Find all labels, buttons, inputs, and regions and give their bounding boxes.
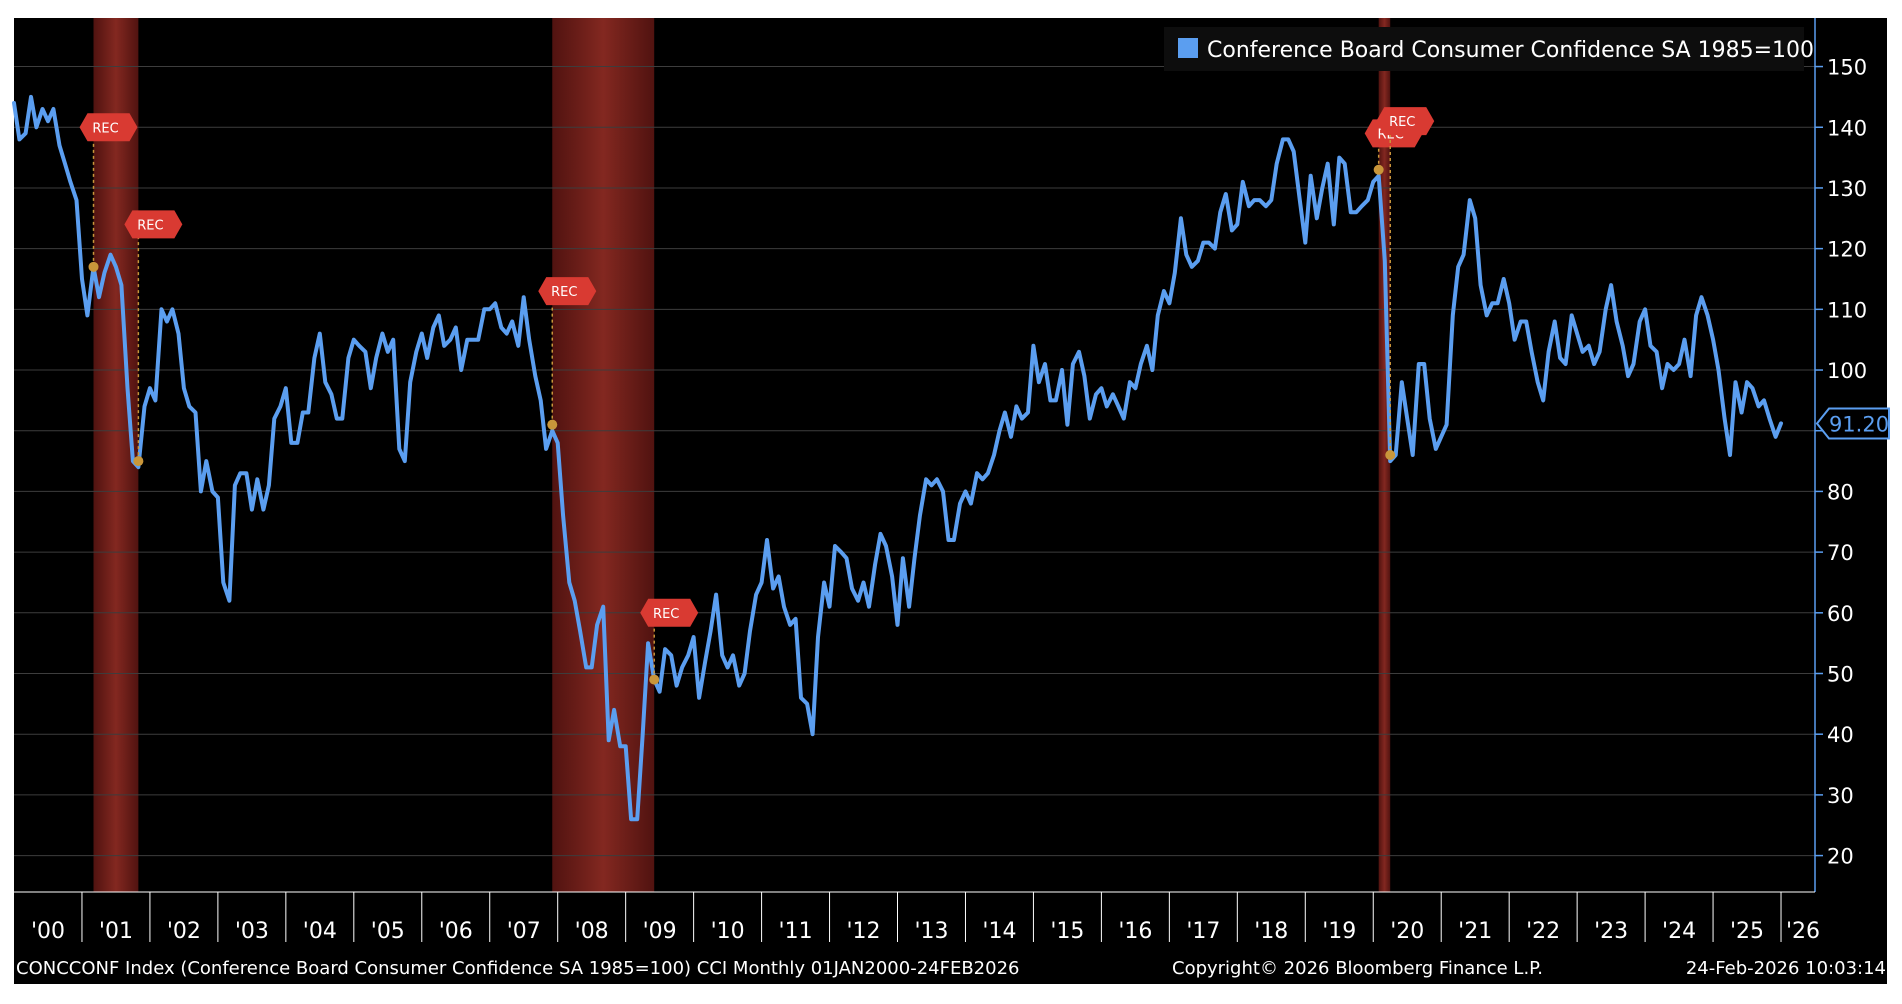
y-tick-label: 150 [1827, 56, 1867, 80]
x-tick-label: '22 [1526, 919, 1560, 944]
rec-marker-label: REC [137, 218, 163, 233]
x-tick-label: '17 [1186, 919, 1220, 944]
rec-marker-1 [124, 210, 183, 239]
x-tick-label: '20 [1390, 919, 1424, 944]
x-tick-label: '03 [235, 919, 269, 944]
recession-band-1 [552, 18, 655, 892]
rec-marker-5 [1376, 107, 1435, 136]
legend: Conference Board Consumer Confidence SA … [1164, 27, 1814, 71]
x-tick-label: '16 [1118, 919, 1152, 944]
rec-marker-dot-4 [1373, 164, 1384, 175]
series-layer [12, 94, 1783, 822]
y-tick-label: 20 [1827, 845, 1854, 869]
x-tick-label: '01 [99, 919, 133, 944]
footer-timestamp-text: 24-Feb-2026 10:03:14 [1686, 958, 1886, 979]
rec-marker-3 [640, 598, 699, 627]
x-tick-label: '19 [1322, 919, 1356, 944]
last-value-label: 91.20 [1829, 412, 1889, 436]
footer: CONCCONF Index (Conference Board Consume… [16, 958, 1886, 979]
x-tick-label: '09 [643, 919, 677, 944]
y-tick-label: 110 [1827, 298, 1867, 322]
x-tick-label: '18 [1254, 919, 1288, 944]
y-tick-label: 70 [1827, 541, 1854, 565]
rec-marker-dot-1 [133, 456, 144, 467]
series-line-0 [12, 94, 1783, 822]
y-axis: 2030405060708090100110120130140150 [1814, 18, 1867, 892]
y-tick-label: 60 [1827, 602, 1854, 626]
x-tick-label: '21 [1458, 919, 1492, 944]
y-tick-label: 140 [1827, 116, 1867, 140]
y-tick-label: 120 [1827, 238, 1867, 262]
rec-marker-dot-5 [1385, 450, 1396, 460]
x-tick-label: '24 [1662, 919, 1696, 944]
legend-background [1164, 27, 1804, 71]
x-tick-label: '14 [982, 919, 1016, 944]
x-tick-label: '25 [1730, 919, 1764, 944]
rec-marker-label: REC [551, 285, 577, 300]
x-tick-label: '04 [303, 919, 337, 944]
x-tick-label: '06 [439, 919, 473, 944]
y-tick-label: 50 [1827, 663, 1854, 687]
last-value-box [1815, 407, 1890, 440]
y-tick-label: 40 [1827, 723, 1854, 747]
rec-marker-2 [538, 277, 597, 306]
x-tick-label: '07 [507, 919, 541, 944]
chart-background [14, 18, 1887, 984]
rec-marker-dot-3 [649, 674, 660, 685]
rec-marker-dot-2 [547, 419, 558, 430]
x-tick-label: '08 [575, 919, 609, 944]
rec-marker-0 [79, 113, 138, 142]
rec-marker-dot-0 [88, 261, 99, 272]
x-tick-label: '05 [371, 919, 405, 944]
y-tick-label: 80 [1827, 480, 1854, 504]
x-tick-label: '23 [1594, 919, 1628, 944]
recession-annotations: RECRECRECRECRECREC [79, 107, 1435, 685]
footer-left-text: CONCCONF Index (Conference Board Consume… [16, 958, 1020, 979]
x-axis: '00 '01 '02 '03 '04 '05 '06 '07 '08 '09 '10 '11 '12 '… [14, 891, 1820, 944]
recession-band-2 [1378, 18, 1391, 892]
x-tick-label: '02 [167, 919, 201, 944]
legend-label: Conference Board Consumer Confidence SA … [1207, 38, 1814, 63]
footer-copyright-text: Copyright© 2026 Bloomberg Finance L.P. [1172, 958, 1543, 979]
x-tick-label: '26 [1786, 919, 1820, 944]
y-tick-label: 30 [1827, 784, 1854, 808]
last-value-tag: 91.20 [1815, 407, 1890, 440]
rec-marker-label: REC [1389, 115, 1415, 130]
x-tick-label: '10 [711, 919, 745, 944]
x-tick-label: '11 [779, 919, 813, 944]
y-tick-label: 100 [1827, 359, 1867, 383]
legend-swatch [1178, 38, 1198, 58]
x-tick-label: '12 [847, 919, 881, 944]
x-tick-label: '13 [914, 919, 948, 944]
rec-marker-label: REC [92, 121, 118, 136]
x-tick-label: '00 [31, 919, 65, 944]
y-tick-label: 130 [1827, 177, 1867, 201]
x-tick-label: '15 [1050, 919, 1084, 944]
rec-marker-label: REC [653, 607, 679, 622]
